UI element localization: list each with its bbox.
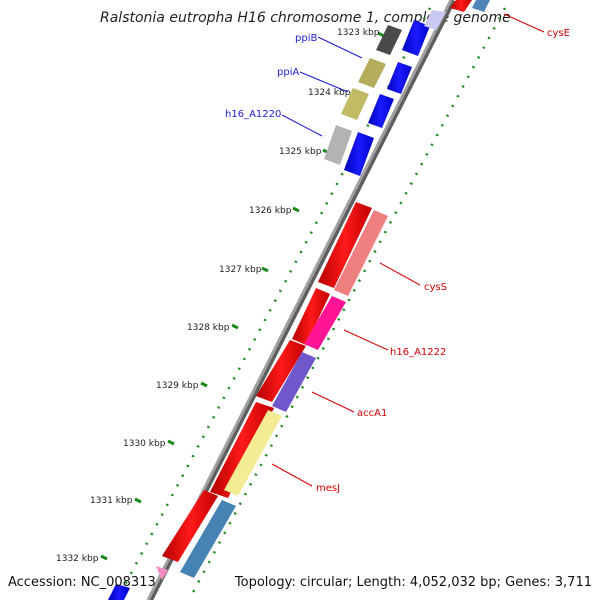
callout-line-accA1 <box>311 391 355 413</box>
tick-label: 1328 kbp <box>187 323 230 333</box>
tick-1330 <box>167 439 175 446</box>
tick-label: 1324 kbp <box>308 88 351 98</box>
tick-label: 1325 kbp <box>279 147 322 157</box>
gene-accA1 <box>272 352 316 412</box>
gene-arrow-blue <box>108 584 130 600</box>
callout-line-cysE <box>503 13 545 33</box>
tick-1329 <box>200 381 208 388</box>
tick-1327 <box>261 266 269 273</box>
accession-label: Accession: NC_008313 <box>8 575 156 590</box>
gene-label-cysS: cysS <box>424 282 447 293</box>
gene-feature-steelblue <box>472 0 490 12</box>
gene-label-accA1: accA1 <box>357 408 387 419</box>
gene-cysE <box>450 0 472 12</box>
gene-label-ppiB: ppiB <box>295 33 317 44</box>
callout-line-h16-A1222 <box>343 329 389 351</box>
gene-arrow-red <box>210 402 274 498</box>
gene-feature-dark <box>376 25 402 55</box>
gene-arrow-red <box>256 340 306 402</box>
callout-line-h16-A1220 <box>281 114 323 137</box>
callout-line-ppiA <box>299 71 349 93</box>
gene-label-cysE: cysE <box>547 28 570 39</box>
callout-line-ppiB <box>317 36 363 59</box>
tick-label: 1332 kbp <box>56 554 99 564</box>
gene-arrow-red <box>318 202 372 288</box>
gene-label-mesJ: mesJ <box>316 483 340 494</box>
gene-arrow-blue <box>344 132 374 176</box>
gene-feature-lavender <box>424 10 446 30</box>
outer-dotted-guide <box>188 7 507 599</box>
tick-1328 <box>231 323 239 330</box>
gene-arrow-blue <box>387 62 412 94</box>
callout-line-cysS <box>379 262 421 286</box>
gene-feature-steelblue <box>180 500 236 578</box>
tick-label: 1331 kbp <box>90 496 133 506</box>
gene-label-ppiA: ppiA <box>277 67 299 78</box>
gene-arrow-red <box>162 490 218 562</box>
tick-1331 <box>134 497 142 504</box>
gene-h16-A1222 <box>304 296 346 350</box>
page-title: Ralstonia eutropha H16 chromosome 1, com… <box>100 10 511 26</box>
callout-line-mesJ <box>271 463 313 487</box>
tick-label: 1330 kbp <box>123 439 166 449</box>
gene-label-h16-A1220: h16_A1220 <box>225 109 281 120</box>
tick-label: 1323 kbp <box>337 28 380 38</box>
tick-label: 1326 kbp <box>249 206 292 216</box>
tick-1326 <box>292 206 300 213</box>
gene-feature-pink <box>156 566 168 580</box>
tick-label: 1329 kbp <box>156 381 199 391</box>
gene-mesJ <box>224 410 282 496</box>
gene-ppiB <box>358 58 386 88</box>
gene-arrow-red <box>292 288 330 345</box>
gene-cysS <box>334 210 388 296</box>
gene-h16-A1220 <box>324 125 352 165</box>
gene-arrow-blue <box>402 20 430 56</box>
gene-label-h16-A1222: h16_A1222 <box>390 347 446 358</box>
gene-arrow-blue <box>368 94 394 128</box>
tick-label: 1327 kbp <box>219 265 262 275</box>
genome-stats: Topology: circular; Length: 4,052,032 bp… <box>234 575 592 590</box>
tick-1332 <box>100 554 108 561</box>
gene-ppiA <box>341 88 369 120</box>
